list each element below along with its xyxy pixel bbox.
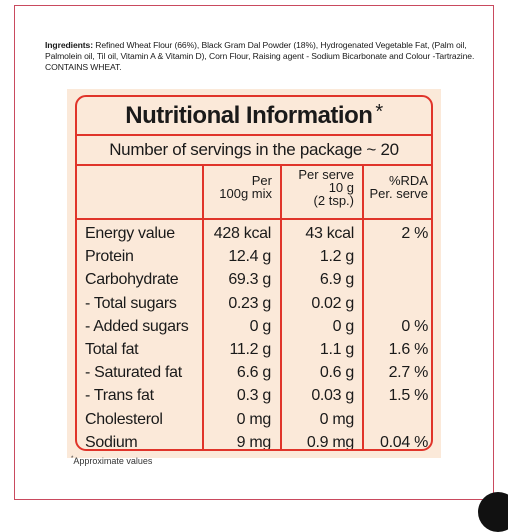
nutrition-title-text: Nutritional Information	[125, 102, 373, 129]
header-line: %RDA	[388, 173, 428, 188]
cell-per100: 9 mg	[236, 433, 272, 451]
cell-name: Energy value	[85, 225, 175, 242]
cell-name: Total fat	[85, 340, 139, 358]
table-row: - Added sugars 0 g 0 g 0 %	[77, 315, 431, 338]
cell-rda: 1.6 %	[388, 340, 429, 358]
cell-name: Carbohydrate	[85, 271, 179, 289]
cell-perserve: 0.02 g	[311, 294, 354, 312]
column-divider	[362, 166, 364, 449]
cell-rda: 2.7 %	[388, 364, 429, 382]
header-line: 100g mix	[219, 186, 272, 201]
cell-perserve: 43 kcal	[305, 225, 354, 242]
cell-rda: 1.5 %	[388, 387, 429, 405]
cell-per100: 0.3 g	[236, 387, 271, 405]
ingredients-label: Ingredients:	[45, 40, 93, 50]
cell-perserve: 0.6 g	[319, 364, 354, 382]
table-header-row: Per 100g mix Per serve 10 g (2 tsp.) %RD…	[77, 166, 431, 220]
cell-per100: 0 g	[249, 317, 272, 335]
cell-name: Sodium	[85, 433, 138, 451]
ingredients-list: Refined Wheat Flour (66%), Black Gram Da…	[45, 40, 475, 72]
servings-line: Number of servings in the package ~ 20	[77, 136, 431, 166]
header-per-serve: Per serve 10 g (2 tsp.)	[282, 168, 354, 207]
cell-name: - Added sugars	[85, 317, 189, 335]
ingredients-text: Ingredients: Refined Wheat Flour (66%), …	[45, 40, 475, 73]
nutrition-panel: Nutritional Information * Number of servi…	[67, 89, 441, 458]
header-line: Per	[251, 173, 272, 188]
table-row: Protein 12.4 g 1.2 g	[77, 245, 431, 268]
cell-perserve: 1.1 g	[319, 340, 354, 358]
footnote-text: Approximate values	[73, 456, 153, 466]
cell-rda: 0 %	[401, 317, 428, 335]
footnote: *Approximate values	[71, 456, 152, 466]
header-line: (2 tsp.)	[313, 193, 354, 208]
table-row: Energy value 428 kcal 43 kcal 2 %	[77, 222, 431, 245]
cell-per100: 428 kcal	[213, 225, 272, 242]
cell-perserve: 0 g	[332, 317, 355, 335]
cell-per100: 0 mg	[236, 410, 272, 428]
cell-name: - Trans fat	[85, 387, 154, 405]
table-body: Energy value 428 kcal 43 kcal 2 % Protein 12.…	[77, 220, 431, 451]
nutrition-table: Nutritional Information * Number of servi…	[75, 95, 433, 451]
column-divider	[202, 166, 204, 449]
cell-per100: 0.23 g	[228, 294, 271, 312]
cell-perserve: 1.2 g	[319, 248, 354, 266]
header-line: Per. serve	[369, 186, 428, 201]
cell-name: - Saturated fat	[85, 364, 182, 382]
table-row: - Total sugars 0.23 g 0.02 g	[77, 292, 431, 315]
nutrition-grid: Per 100g mix Per serve 10 g (2 tsp.) %RD…	[77, 166, 431, 451]
table-row: - Trans fat 0.3 g 0.03 g 1.5 %	[77, 384, 431, 407]
cell-name: Cholesterol	[85, 410, 163, 428]
cell-per100: 11.2 g	[229, 340, 272, 358]
header-per-100g: Per 100g mix	[204, 174, 272, 200]
cell-perserve: 6.9 g	[319, 271, 354, 289]
column-divider	[280, 166, 282, 449]
header-line: 10 g	[328, 180, 354, 195]
cell-name: - Total sugars	[85, 294, 177, 312]
nutrition-title: Nutritional Information *	[77, 97, 431, 136]
table-row: Total fat 11.2 g 1.1 g 1.6 %	[77, 338, 431, 361]
cell-per100: 69.3 g	[228, 271, 271, 289]
label-frame	[14, 5, 494, 500]
cell-perserve: 0.9 mg	[306, 433, 354, 451]
cell-name: Protein	[85, 248, 134, 266]
footnote-asterisk: *	[71, 456, 74, 462]
corner-circle	[478, 492, 508, 532]
cell-rda: 0.04 %	[379, 433, 428, 451]
cell-perserve: 0 mg	[319, 410, 355, 428]
title-asterisk: *	[375, 101, 383, 123]
cell-per100: 12.4 g	[228, 248, 271, 266]
cell-per100: 6.6 g	[236, 364, 271, 382]
header-rda: %RDA Per. serve	[364, 174, 428, 200]
header-line: Per serve	[298, 167, 354, 182]
table-row: - Saturated fat 6.6 g 0.6 g 2.7 %	[77, 361, 431, 384]
table-row: Carbohydrate 69.3 g 6.9 g	[77, 268, 431, 291]
table-row: Sodium 9 mg 0.9 mg 0.04 %	[77, 431, 431, 451]
cell-rda: 2 %	[401, 225, 428, 242]
cell-perserve: 0.03 g	[311, 387, 354, 405]
table-row: Cholesterol 0 mg 0 mg	[77, 408, 431, 431]
